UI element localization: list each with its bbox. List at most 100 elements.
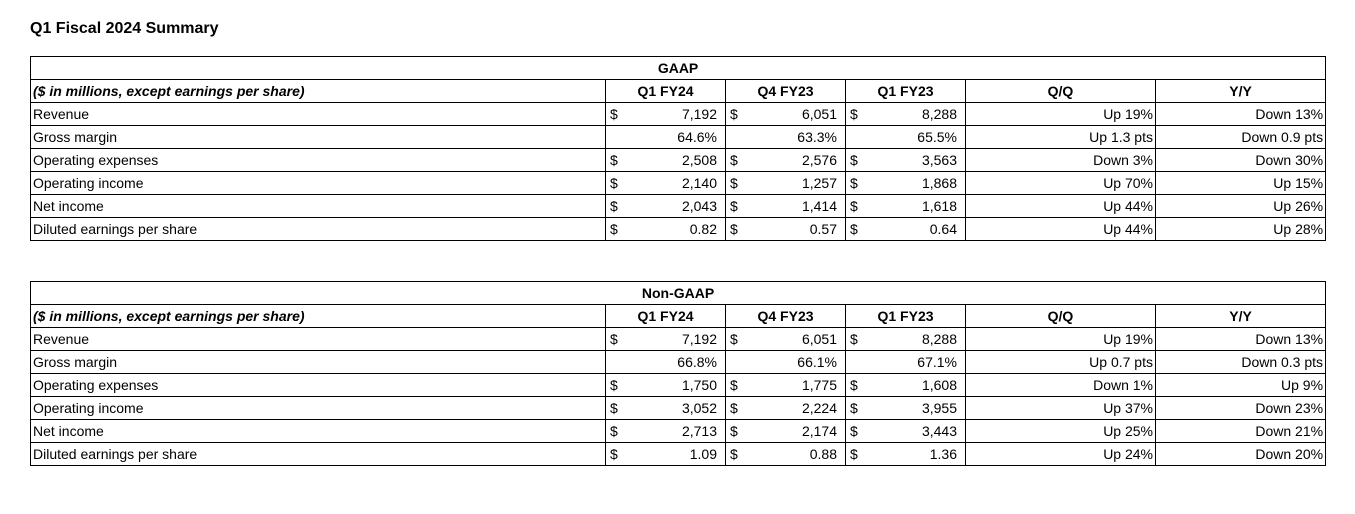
value-cell: 6,051 [748,103,846,126]
qoq-cell: Up 19% [966,328,1156,351]
delta-header: Y/Y [1156,305,1326,328]
currency-symbol: $ [606,420,628,443]
currency-symbol: $ [846,328,868,351]
value-cell: 2,224 [748,397,846,420]
currency-symbol: $ [606,218,628,241]
value-cell: 0.57 [748,218,846,241]
value-cell: 1,775 [748,374,846,397]
table-row: Diluted earnings per share$1.09$0.88$1.3… [31,443,1326,466]
yoy-cell: Up 9% [1156,374,1326,397]
yoy-cell: Down 13% [1156,103,1326,126]
financial-table: GAAP($ in millions, except earnings per … [30,56,1326,241]
value-cell: 3,563 [868,149,966,172]
table-row: Operating expenses$1,750$1,775$1,608Down… [31,374,1326,397]
currency-symbol: $ [606,443,628,466]
currency-symbol: $ [726,218,748,241]
currency-symbol: $ [726,374,748,397]
qoq-cell: Up 19% [966,103,1156,126]
currency-symbol: $ [846,149,868,172]
table-row: Gross margin64.6%63.3%65.5%Up 1.3 ptsDow… [31,126,1326,149]
table-row: Operating income$3,052$2,224$3,955Up 37%… [31,397,1326,420]
row-label: Revenue [31,328,606,351]
value-cell: 2,713 [628,420,726,443]
row-label: Operating income [31,397,606,420]
currency-symbol [846,351,868,374]
currency-symbol: $ [846,103,868,126]
value-cell: 67.1% [868,351,966,374]
row-label: Gross margin [31,126,606,149]
currency-symbol: $ [846,218,868,241]
table-row: Operating income$2,140$1,257$1,868Up 70%… [31,172,1326,195]
table-row: Revenue$7,192$6,051$8,288Up 19%Down 13% [31,328,1326,351]
table-row: Gross margin 66.8% 66.1% 67.1%Up 0.7 ptsDow… [31,351,1326,374]
row-label: Net income [31,420,606,443]
currency-symbol [606,126,628,149]
currency-symbol: $ [846,172,868,195]
delta-header: Q/Q [966,305,1156,328]
table-row: Net income$2,043$1,414$1,618Up 44%Up 26% [31,195,1326,218]
value-cell: 3,955 [868,397,966,420]
yoy-cell: Up 15% [1156,172,1326,195]
value-cell: 0.64 [868,218,966,241]
value-cell: 1,414 [748,195,846,218]
tables-container: GAAP($ in millions, except earnings per … [30,56,1325,466]
period-header: Q4 FY23 [726,305,846,328]
value-cell: 1,868 [868,172,966,195]
currency-symbol: $ [726,328,748,351]
value-cell: 64.6% [628,126,726,149]
row-label: Operating expenses [31,374,606,397]
row-label: Diluted earnings per share [31,443,606,466]
period-header: Q1 FY24 [606,80,726,103]
yoy-cell: Down 30% [1156,149,1326,172]
value-cell: 66.1% [748,351,846,374]
delta-header: Y/Y [1156,80,1326,103]
value-cell: 1,750 [628,374,726,397]
currency-symbol: $ [726,420,748,443]
qoq-cell: Up 0.7 pts [966,351,1156,374]
page-title: Q1 Fiscal 2024 Summary [30,20,1325,38]
yoy-cell: Down 23% [1156,397,1326,420]
yoy-cell: Down 13% [1156,328,1326,351]
currency-symbol: $ [606,374,628,397]
currency-symbol: $ [606,172,628,195]
currency-symbol: $ [606,195,628,218]
value-cell: 6,051 [748,328,846,351]
currency-symbol: $ [846,443,868,466]
value-cell: 2,043 [628,195,726,218]
row-label: Revenue [31,103,606,126]
currency-symbol: $ [726,195,748,218]
currency-symbol [726,351,748,374]
currency-symbol: $ [606,397,628,420]
value-cell: 3,052 [628,397,726,420]
value-cell: 66.8% [628,351,726,374]
currency-symbol: $ [726,172,748,195]
value-cell: 1,608 [868,374,966,397]
qoq-cell: Down 3% [966,149,1156,172]
currency-symbol: $ [726,149,748,172]
period-header: Q1 FY24 [606,305,726,328]
value-cell: 1.36 [868,443,966,466]
table-row: Net income$2,713$2,174$3,443Up 25%Down 2… [31,420,1326,443]
currency-symbol: $ [726,103,748,126]
period-header: Q1 FY23 [846,80,966,103]
row-label: Gross margin [31,351,606,374]
value-cell: 2,140 [628,172,726,195]
columns-note: ($ in millions, except earnings per shar… [31,305,606,328]
yoy-cell: Down 0.3 pts [1156,351,1326,374]
yoy-cell: Down 0.9 pts [1156,126,1326,149]
currency-symbol [846,126,868,149]
currency-symbol: $ [606,149,628,172]
value-cell: 65.5% [868,126,966,149]
qoq-cell: Up 25% [966,420,1156,443]
row-label: Diluted earnings per share [31,218,606,241]
table-row: Operating expenses$2,508$2,576$3,563Down… [31,149,1326,172]
row-label: Net income [31,195,606,218]
currency-symbol [606,351,628,374]
value-cell: 63.3% [748,126,846,149]
value-cell: 7,192 [628,103,726,126]
row-label: Operating expenses [31,149,606,172]
qoq-cell: Up 24% [966,443,1156,466]
value-cell: 1.09 [628,443,726,466]
value-cell: 1,618 [868,195,966,218]
qoq-cell: Up 44% [966,195,1156,218]
